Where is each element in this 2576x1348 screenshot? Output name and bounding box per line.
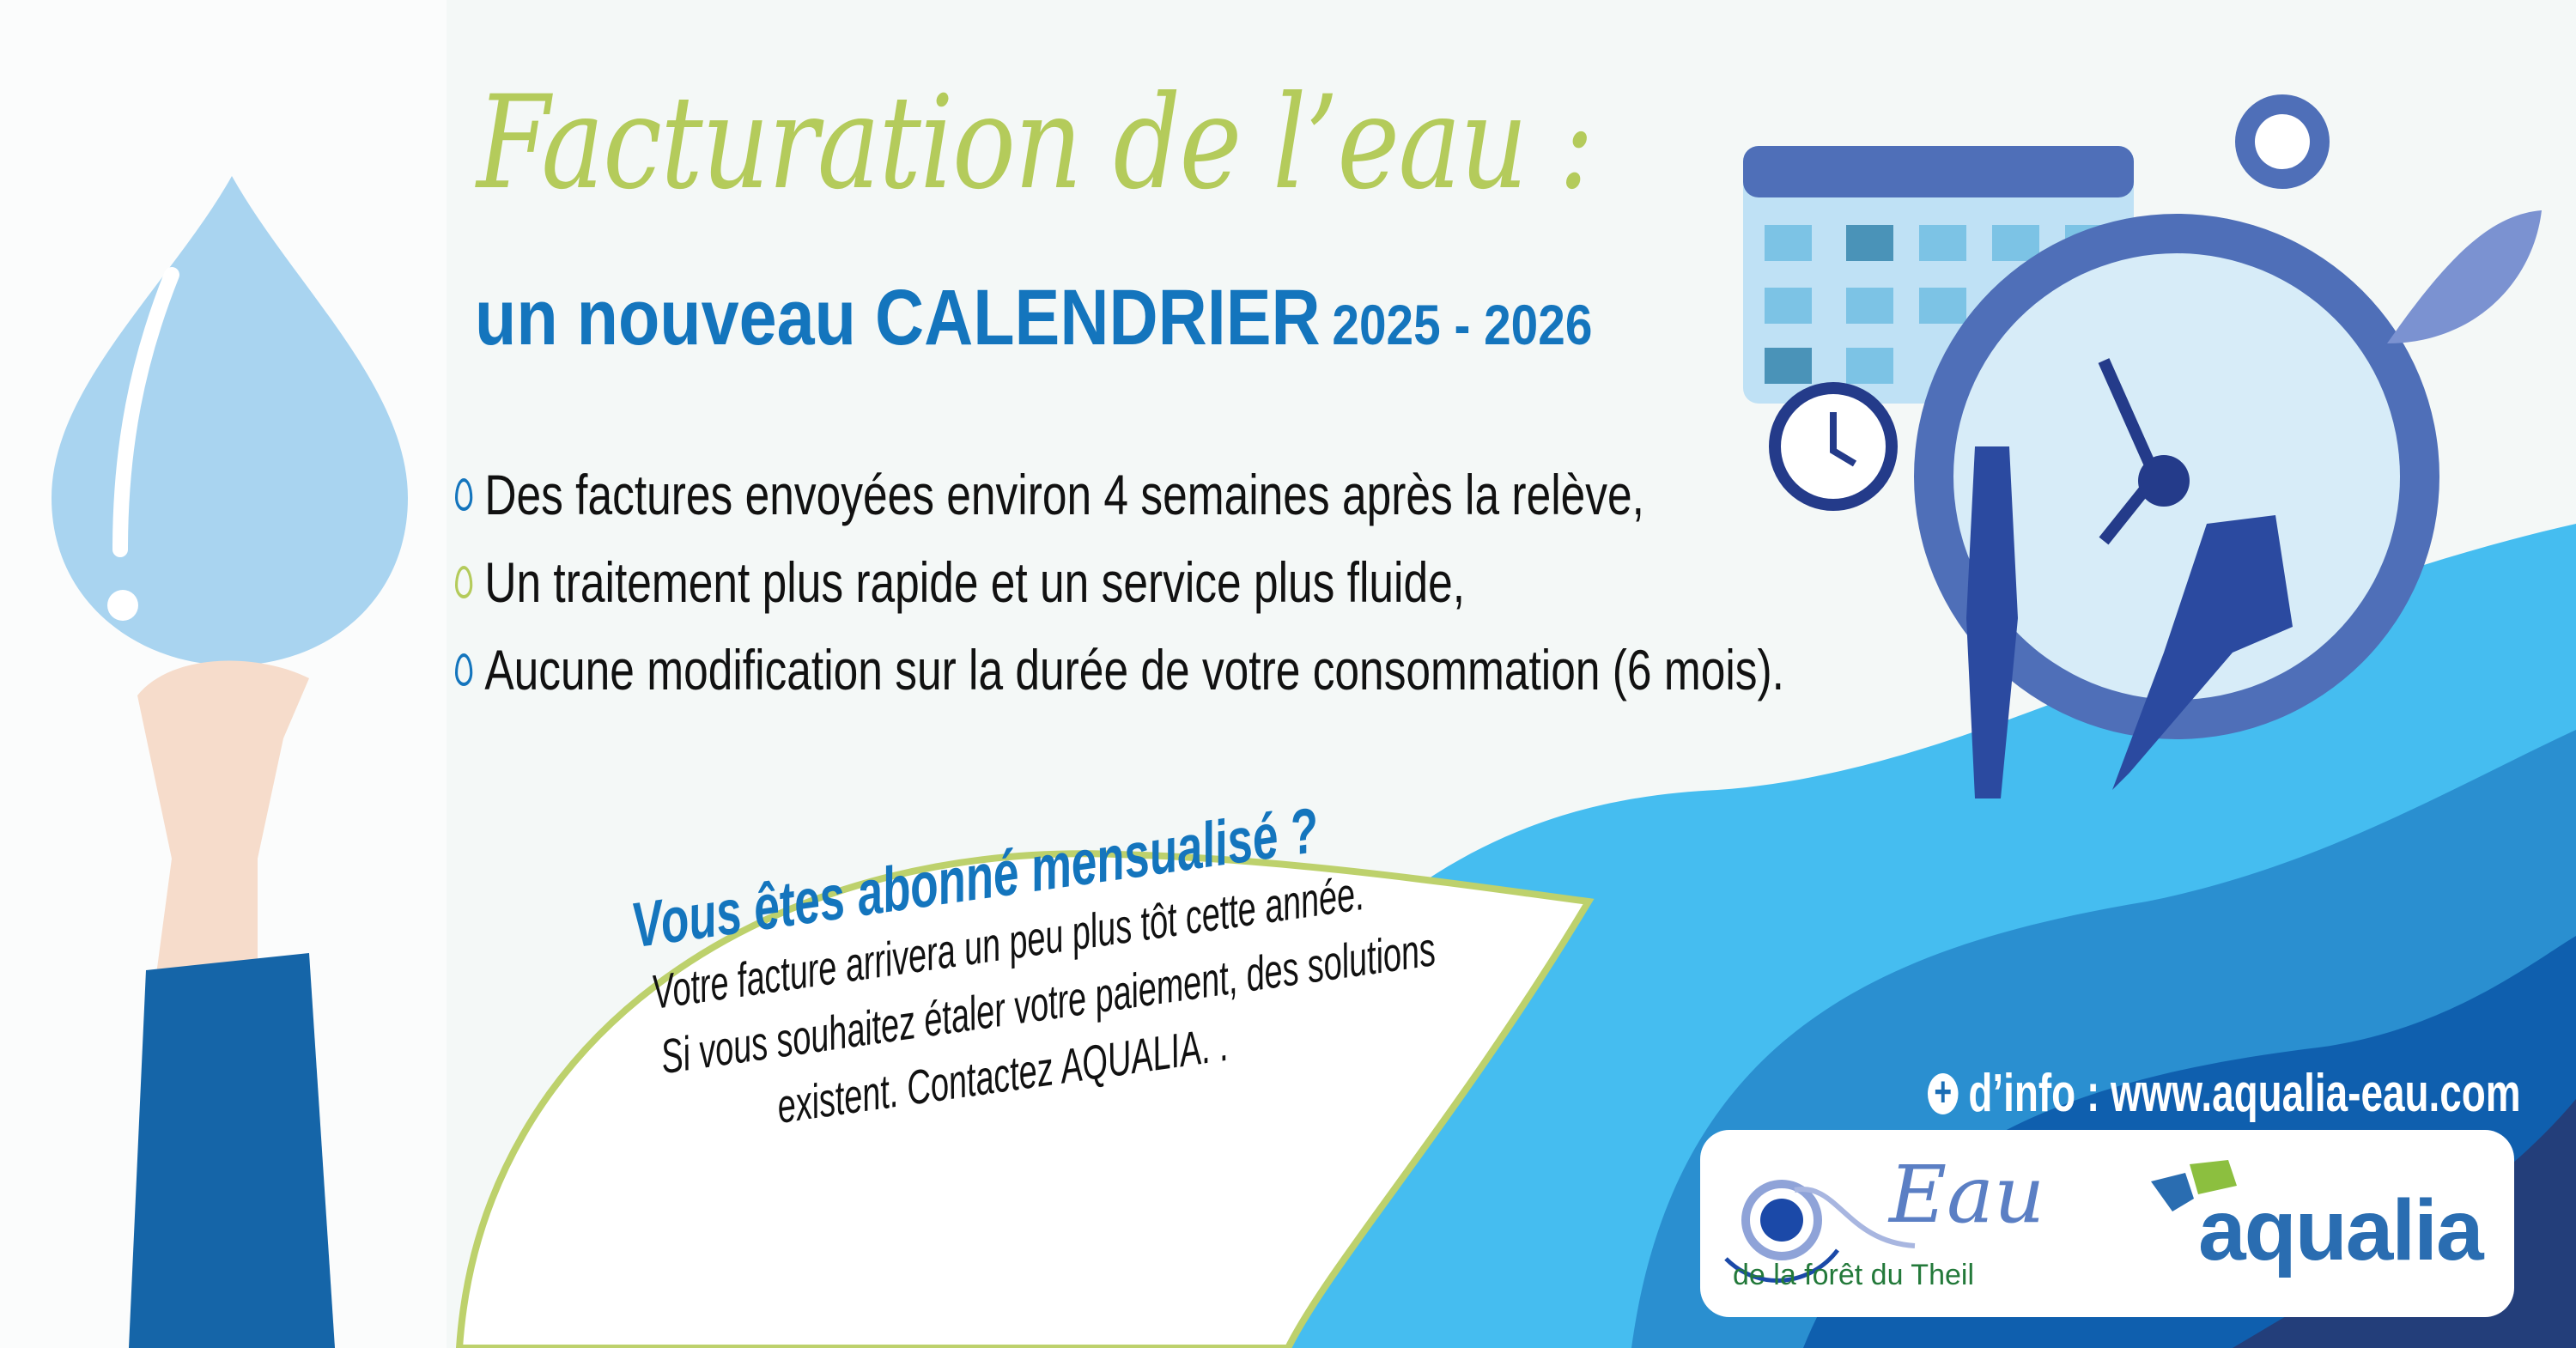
page-title: Facturation de l’eau : — [477, 69, 1595, 218]
info-text: d’info : www.aqualia-eau.com — [1968, 1064, 2521, 1123]
aqualia-arrows-logo — [2151, 1160, 2237, 1211]
bullet-item: Aucune modification sur la durée de votr… — [455, 637, 1784, 702]
plus-icon: + — [1928, 1072, 1959, 1114]
bullet-item: Des factures envoyées environ 4 semaines… — [455, 462, 1644, 527]
eau-swirl-logo — [1724, 1180, 1916, 1283]
logos-panel: Eau de la forêt du Theil aqualia — [1700, 1130, 2514, 1317]
woman-illustration — [1966, 446, 2018, 798]
water-drop-illustration — [52, 176, 408, 665]
sleeve-illustration — [129, 953, 335, 1348]
man-illustration — [2112, 515, 2293, 790]
eau-logo-subtext: de la forêt du Theil — [1733, 1259, 1974, 1291]
water-drop-icon — [455, 478, 473, 511]
bullet-text: Un traitement plus rapide et un service … — [484, 550, 1466, 614]
leaf-illustration — [2387, 210, 2542, 343]
water-drop-icon — [455, 566, 473, 598]
water-drop-icon — [455, 653, 473, 686]
bullet-item: Un traitement plus rapide et un service … — [455, 550, 1465, 615]
info-link[interactable]: + d’info : www.aqualia-eau.com — [1928, 1063, 2521, 1124]
aqualia-logo-text: aqualia — [2198, 1182, 2484, 1278]
subtitle: un nouveau CALENDRIER 2025 - 2026 — [475, 273, 1592, 363]
bullet-text: Aucune modification sur la durée de votr… — [484, 638, 1784, 701]
subtitle-main: un nouveau CALENDRIER — [475, 274, 1321, 361]
subtitle-years: 2025 - 2026 — [1332, 293, 1593, 356]
eau-logo-text: Eau — [1889, 1149, 2045, 1241]
hand-illustration — [137, 660, 309, 987]
bullet-text: Des factures envoyées environ 4 semaines… — [484, 463, 1644, 526]
